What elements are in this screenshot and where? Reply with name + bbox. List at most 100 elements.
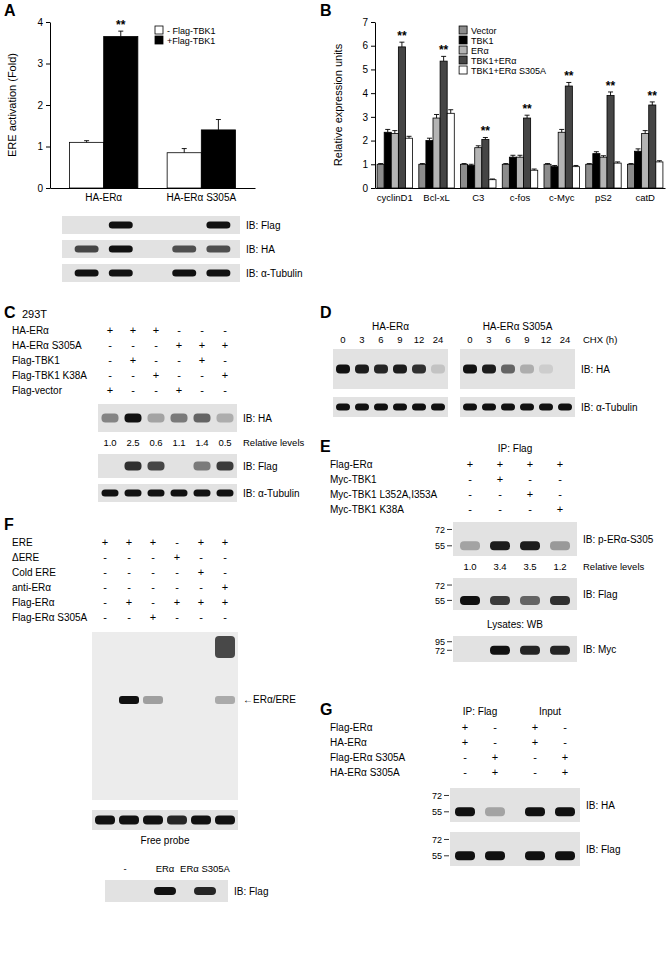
tick-label: cyclinD1	[377, 192, 413, 203]
bar	[635, 151, 642, 188]
sign: -	[151, 581, 155, 593]
tick-label: 3	[37, 58, 43, 69]
band	[114, 887, 136, 895]
relative-level: 1.0	[463, 561, 476, 572]
row-label: anti-ERα	[12, 582, 51, 593]
legend-label: Vector	[471, 26, 497, 36]
band	[172, 222, 196, 229]
error-bar	[518, 155, 523, 157]
sign: +	[562, 766, 568, 778]
error-cap	[657, 160, 662, 161]
significance: **	[606, 79, 616, 93]
sign: -	[151, 551, 155, 563]
bar	[614, 163, 621, 188]
error-cap	[510, 155, 515, 156]
bar	[565, 86, 572, 188]
band	[490, 596, 510, 605]
error-bar	[84, 141, 89, 143]
significance: **	[564, 69, 574, 83]
tick-label: 4	[362, 88, 368, 99]
sign: -	[223, 611, 227, 623]
error-cap	[628, 163, 633, 164]
relative-level: 3.4	[493, 561, 506, 572]
error-cap	[643, 130, 648, 131]
sign: -	[223, 354, 227, 366]
band	[539, 404, 553, 411]
blot-label: IB: HA	[586, 800, 615, 811]
sign: +	[462, 721, 468, 733]
band	[109, 222, 133, 229]
sign: +	[527, 488, 533, 500]
band	[148, 414, 165, 423]
ip-header: IP: Flag	[498, 443, 532, 454]
mw-marker: 55	[435, 541, 445, 551]
sign: +	[222, 581, 228, 593]
sign: -	[127, 551, 131, 563]
mw-tick	[447, 600, 452, 601]
panel-letter: C	[4, 304, 16, 321]
sign: +	[153, 324, 159, 336]
blot-background	[450, 788, 580, 822]
sign: +	[107, 324, 113, 336]
band	[75, 246, 99, 253]
bar	[489, 180, 496, 188]
y-tick: 1	[37, 141, 50, 152]
error-cap	[434, 114, 439, 115]
bar	[440, 61, 447, 188]
error-bar	[657, 161, 662, 162]
error-bar	[216, 120, 221, 130]
error-bar	[503, 163, 508, 165]
lysate-label: Lysates: WB	[487, 619, 543, 630]
mw-tick	[444, 811, 449, 812]
y-tick: 0	[362, 183, 375, 194]
sign: -	[177, 369, 181, 381]
band	[172, 246, 196, 253]
y-axis-title: Relative expression units	[332, 43, 344, 166]
panel-f: ERE+++-++ΔERE---+--Cold ERE----+-anti-ER…	[12, 536, 296, 902]
legend-swatch	[459, 56, 467, 64]
band	[555, 851, 575, 860]
error-bar	[378, 163, 383, 165]
band	[167, 816, 187, 825]
gel-band	[215, 696, 235, 704]
x-tick: C3	[472, 188, 484, 203]
y-axis: 01234567	[362, 17, 375, 194]
sign: +	[174, 551, 180, 563]
error-bar	[532, 169, 537, 170]
relative-level: 1.1	[172, 437, 185, 448]
bar	[600, 157, 607, 188]
chart: **01234HA-ERαHA-ERα S305AERE activation …	[6, 17, 256, 203]
legend-swatch	[459, 66, 467, 74]
bar	[551, 167, 558, 188]
significance: **	[648, 89, 658, 103]
error-cap	[378, 163, 383, 164]
band	[558, 365, 572, 374]
bar	[384, 132, 391, 188]
group-header: HA-ERα	[372, 321, 409, 332]
sign: +	[150, 611, 156, 623]
band	[550, 541, 570, 550]
bar	[502, 164, 509, 188]
row-label: Flag-TBK1	[12, 355, 60, 366]
error-cap	[448, 109, 453, 110]
band	[460, 646, 480, 655]
sign: +	[532, 736, 538, 748]
bar	[572, 167, 579, 188]
sign: -	[223, 384, 227, 396]
figure: ABCDEFG**01234HA-ERαHA-ERα S305AERE acti…	[0, 0, 672, 956]
mw-marker: 72	[432, 791, 442, 801]
tick-mark	[371, 188, 375, 189]
tick-label: 2	[37, 100, 43, 111]
relative-level: 3.5	[523, 561, 536, 572]
blot-background	[98, 454, 237, 478]
blot-background	[460, 397, 575, 417]
blot-background	[62, 240, 240, 258]
sign: +	[130, 324, 136, 336]
sign: +	[150, 536, 156, 548]
mw-marker: 55	[435, 596, 445, 606]
x-tick: HA-ERα	[85, 188, 122, 203]
bar	[649, 105, 656, 188]
sign: -	[151, 566, 155, 578]
gel-label: ←ERα/ERE	[243, 694, 296, 705]
error-cap	[594, 151, 599, 152]
